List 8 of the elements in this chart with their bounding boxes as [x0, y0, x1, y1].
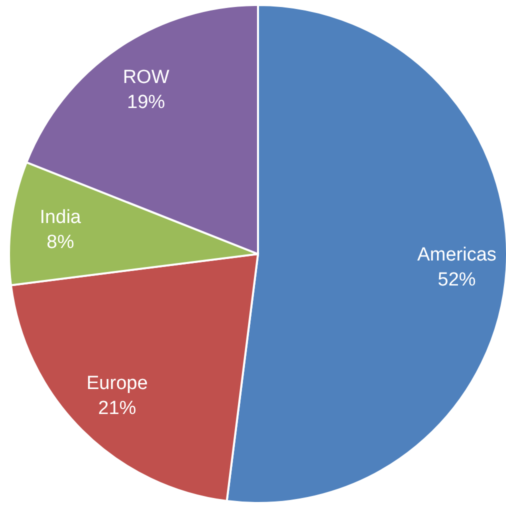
slice-label: Americas — [417, 244, 496, 266]
slice-label: ROW — [122, 67, 170, 88]
data-label: 21% — [98, 398, 136, 419]
data-label: 52% — [438, 270, 476, 291]
data-label: 19% — [127, 92, 166, 114]
slice-label: India — [40, 207, 82, 228]
slice-label: Europe — [86, 372, 148, 394]
data-label: 8% — [46, 232, 74, 254]
